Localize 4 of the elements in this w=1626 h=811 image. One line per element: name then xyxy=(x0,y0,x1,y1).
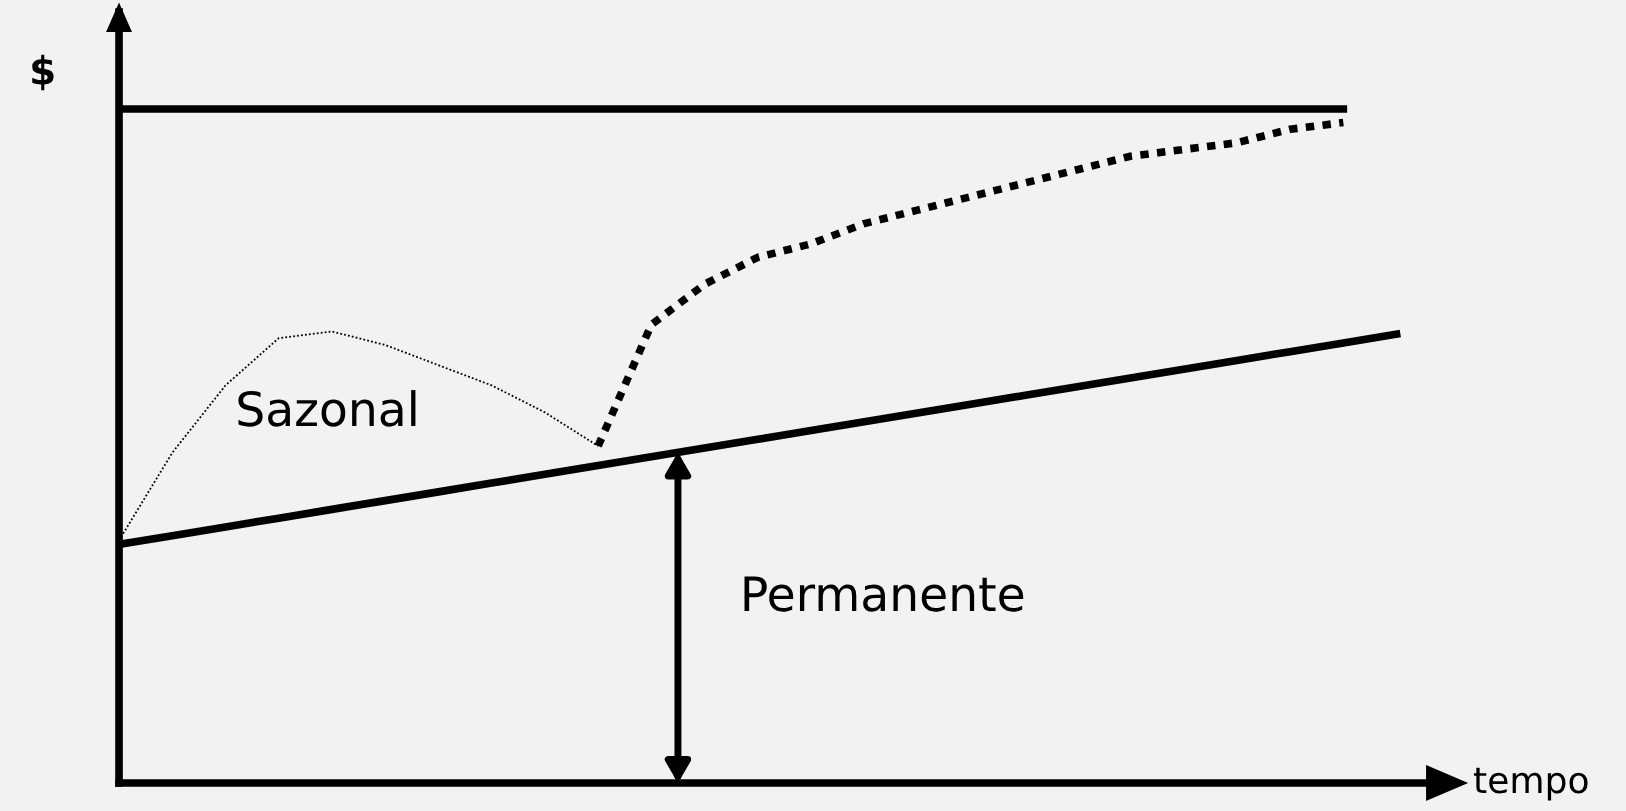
x-axis-title: tempo xyxy=(1473,767,1588,801)
annotation: Sazonal xyxy=(238,390,416,427)
y-axis-title: $ xyxy=(32,54,54,91)
annotation: Permanente xyxy=(744,576,1024,612)
